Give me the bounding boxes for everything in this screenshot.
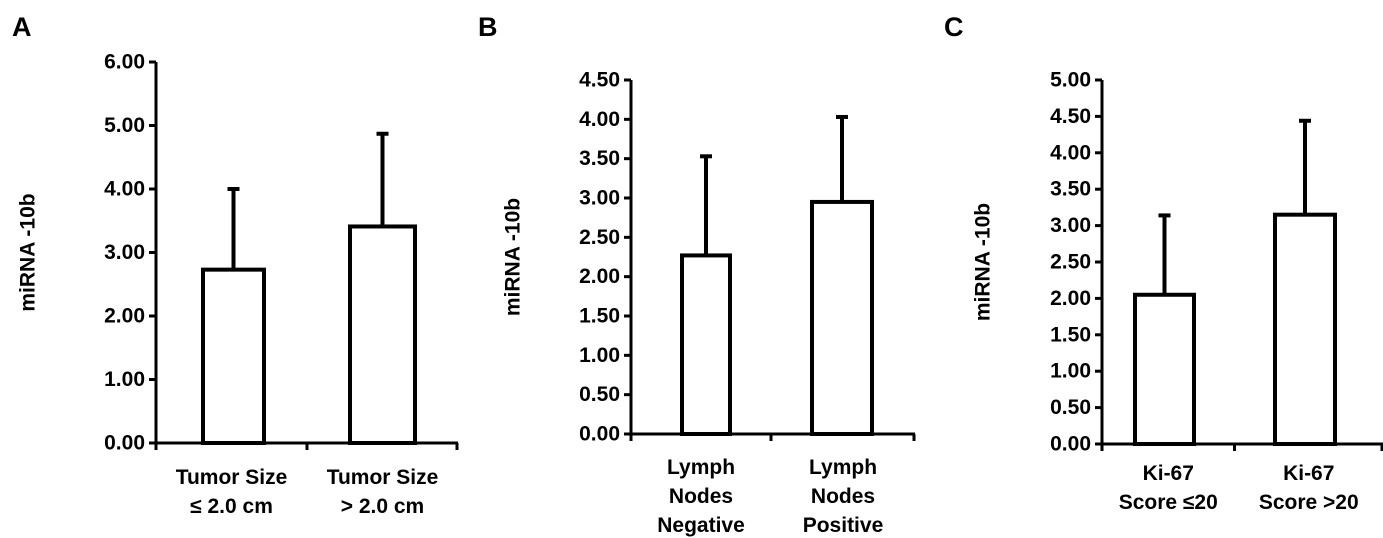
x-category-label: Lymph Nodes Negative — [657, 456, 745, 537]
y-tick-label: 0.00 — [104, 432, 145, 455]
bar — [1133, 292, 1196, 447]
y-tick-label: 3.00 — [104, 241, 145, 264]
y-tick-label: 2.50 — [1050, 251, 1091, 274]
y-tick-label: 3.00 — [579, 187, 620, 210]
y-tick-label: 4.00 — [104, 178, 145, 201]
y-tick-label: 0.50 — [579, 383, 620, 406]
y-tick-label: 2.00 — [579, 265, 620, 288]
panel-label: B — [478, 12, 498, 42]
y-tick-label: 0.00 — [1050, 433, 1091, 456]
bar — [680, 253, 732, 436]
y-tick-label: 5.00 — [1050, 69, 1091, 92]
y-axis-label: miRNA -10b — [17, 193, 40, 311]
y-tick-label: 4.00 — [1050, 141, 1091, 164]
y-tick-label: 2.00 — [1050, 287, 1091, 310]
bar — [201, 267, 266, 445]
x-category-label: Ki-67 Score >20 — [1259, 462, 1359, 514]
y-axis-label: miRNA -10b — [972, 203, 995, 321]
panel-label: C — [944, 12, 964, 42]
x-category-label: Lymph Nodes Positive — [803, 456, 884, 537]
y-tick-label: 4.00 — [579, 108, 620, 131]
x-category-label: Tumor Size ≤ 2.0 cm — [176, 466, 288, 518]
bar — [1273, 212, 1337, 446]
y-axis-label: miRNA -10b — [502, 198, 525, 316]
y-tick-label: 1.00 — [104, 368, 145, 391]
y-tick-label: 1.50 — [1050, 323, 1091, 346]
panel-label: A — [12, 12, 32, 42]
y-tick-label: 2.00 — [104, 305, 145, 328]
y-tick-label: 6.00 — [104, 51, 145, 74]
y-tick-label: 1.50 — [579, 305, 620, 328]
y-tick-label: 4.50 — [1050, 105, 1091, 128]
bar — [348, 224, 417, 445]
y-tick-label: 2.50 — [579, 226, 620, 249]
y-tick-label: 3.50 — [579, 147, 620, 170]
x-category-label: Ki-67 Score ≤20 — [1119, 462, 1218, 514]
y-tick-label: 3.50 — [1050, 178, 1091, 201]
bar — [810, 199, 874, 436]
y-tick-label: 0.00 — [579, 423, 620, 446]
y-tick-label: 3.00 — [1050, 214, 1091, 237]
y-tick-label: 1.00 — [579, 344, 620, 367]
y-tick-label: 1.00 — [1050, 360, 1091, 383]
x-category-label: Tumor Size > 2.0 cm — [327, 466, 439, 518]
y-tick-label: 0.50 — [1050, 396, 1091, 419]
y-tick-label: 4.50 — [579, 69, 620, 92]
y-tick-label: 5.00 — [104, 114, 145, 137]
